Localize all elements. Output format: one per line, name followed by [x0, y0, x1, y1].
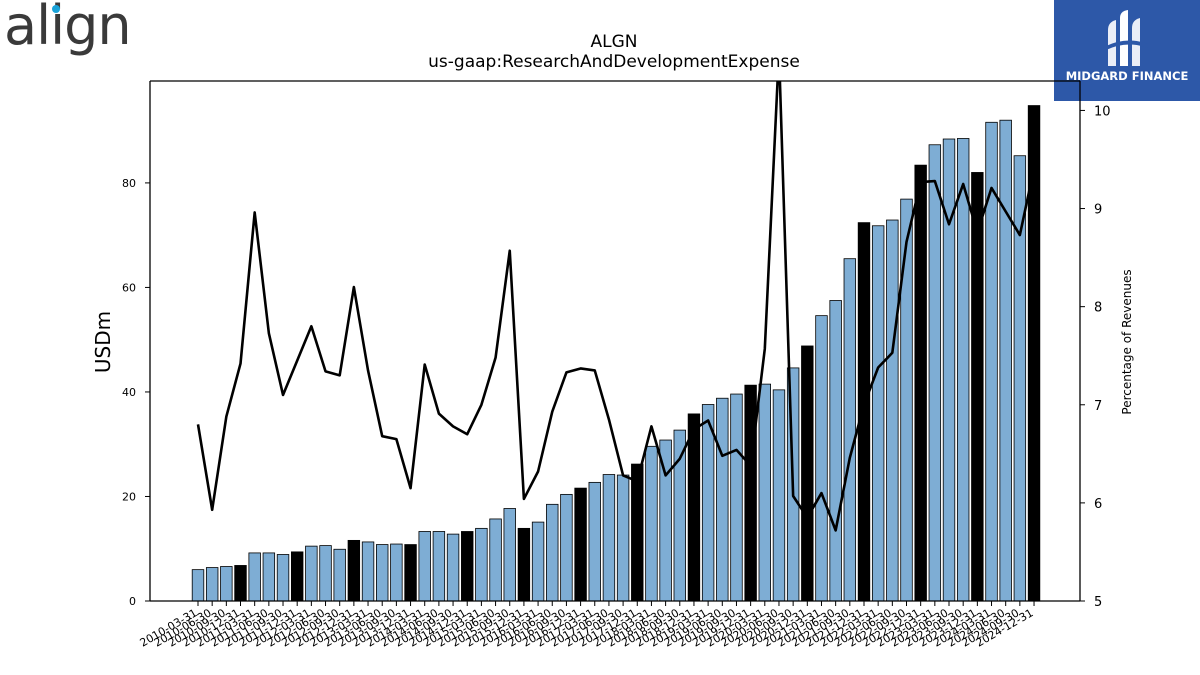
bar [574, 487, 587, 602]
bar [432, 531, 446, 602]
bar [220, 566, 233, 602]
bar [404, 544, 417, 602]
bar [857, 222, 871, 602]
bar [475, 527, 488, 602]
bar [390, 543, 403, 602]
bar [446, 533, 460, 602]
bar [1027, 105, 1041, 602]
midgard-logo-text: MIDGARD FINANCE [1065, 69, 1189, 83]
y2-tick-label: 8 [1094, 301, 1102, 316]
bar [956, 138, 970, 602]
bar [801, 345, 814, 602]
bar [347, 539, 361, 602]
align-logo: align [4, 0, 132, 57]
bar [843, 258, 857, 602]
chart-title: ALGN [590, 32, 638, 52]
bar [489, 518, 502, 602]
bar [205, 567, 219, 602]
bar [503, 508, 516, 602]
y2-tick-label: 9 [1094, 203, 1102, 218]
bar [290, 551, 304, 602]
y-tick-label: 80 [122, 177, 136, 190]
bar [276, 554, 290, 602]
bar [900, 198, 913, 602]
bar [305, 545, 318, 602]
chart-subtitle: us-gaap:ResearchAndDevelopmentExpense [428, 52, 800, 72]
bar [588, 481, 601, 602]
bar [730, 393, 743, 602]
y-tick-label: 60 [122, 281, 136, 294]
y-tick-label: 20 [122, 490, 136, 503]
label-layer: 02040608056789102010-03-312010-06-302010… [91, 104, 1134, 649]
y2-axis-label: Percentage of Revenues [1120, 269, 1134, 414]
bar [687, 413, 701, 602]
bar [191, 569, 205, 602]
bar [333, 548, 346, 602]
midgard-finance-logo: MIDGARD FINANCE [1054, 0, 1200, 101]
align-logo-text: align [4, 0, 132, 57]
bar [602, 474, 616, 602]
y-axis-label: USDm [91, 311, 115, 373]
axes-layer [145, 80, 1085, 606]
bar [772, 389, 786, 602]
bar [616, 474, 630, 602]
bar [914, 164, 927, 602]
bar [262, 552, 276, 602]
series-line [196, 81, 1036, 532]
bar [1013, 155, 1027, 602]
bar [758, 383, 772, 602]
y2-tick-label: 7 [1094, 399, 1102, 414]
bar [971, 172, 984, 602]
y-tick-label: 40 [122, 386, 136, 399]
bar [999, 119, 1012, 602]
bar [376, 544, 389, 602]
bar [928, 144, 942, 602]
bar [886, 219, 899, 602]
y2-tick-label: 10 [1094, 104, 1111, 119]
bar-layer [191, 105, 1041, 602]
bar [234, 565, 247, 602]
midgard-emblem-icon [1106, 10, 1148, 66]
y2-tick-label: 5 [1094, 595, 1102, 610]
bar [871, 225, 885, 602]
bar [560, 493, 573, 602]
bar [461, 531, 474, 602]
bar [319, 545, 332, 602]
bar [716, 397, 729, 602]
bar [546, 503, 559, 602]
bar [517, 527, 531, 602]
bar [531, 521, 545, 602]
y-tick-label: 0 [129, 595, 136, 608]
bar [631, 463, 644, 602]
bar [361, 541, 375, 602]
bar [418, 531, 431, 602]
bar [829, 300, 842, 602]
bar [645, 445, 658, 602]
bar [744, 384, 757, 602]
bar [815, 315, 828, 602]
line-layer [196, 81, 1036, 532]
align-logo-dot [52, 5, 60, 13]
y2-tick-label: 6 [1094, 497, 1102, 512]
bar [248, 552, 261, 602]
